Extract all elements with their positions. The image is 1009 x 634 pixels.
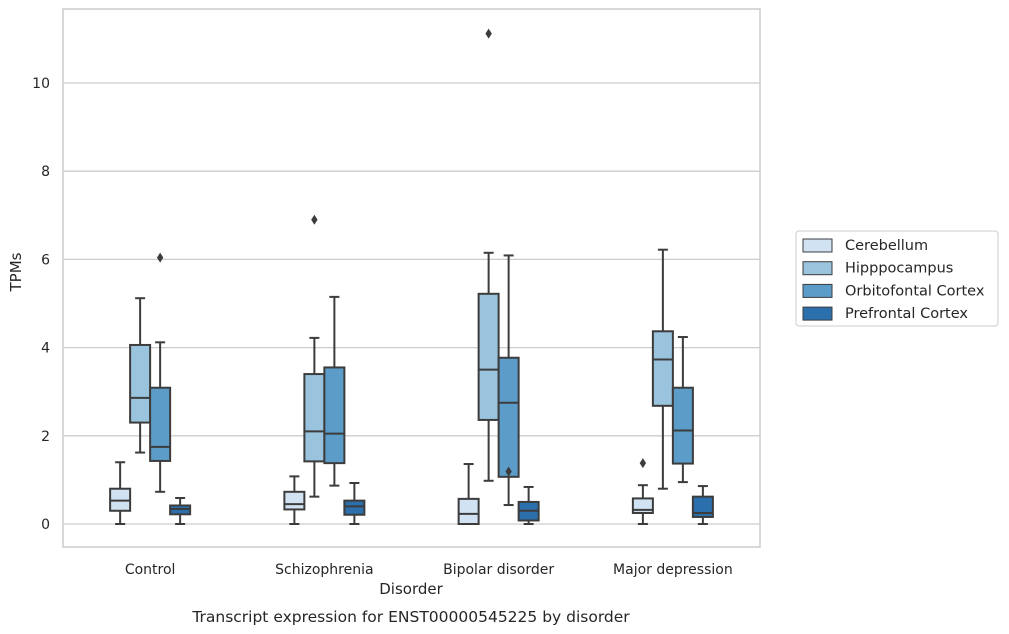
box-prefrontal-cortex [517, 485, 540, 525]
legend-label: Prefrontal Cortex [845, 306, 968, 322]
y-tick-labels: 0 2 4 6 8 10 [32, 76, 50, 533]
box-body [323, 366, 346, 465]
box-body [149, 386, 172, 462]
box-orbitofontal-cortex [149, 252, 172, 493]
box-hipppocampus [303, 214, 326, 498]
y-tick-label: 8 [41, 164, 50, 180]
box-body [303, 373, 326, 463]
box-orbitofontal-cortex [323, 295, 346, 487]
legend-swatch [802, 283, 833, 298]
box-body [671, 386, 694, 465]
box-body [343, 499, 366, 516]
box-hipppocampus [477, 28, 500, 482]
x-tick-label: Bipolar disorder [443, 562, 554, 578]
box-body [477, 292, 500, 421]
legend-swatch [802, 261, 833, 276]
y-tick-label: 4 [41, 341, 50, 357]
box-cerebellum [109, 461, 132, 525]
box-cerebellum [283, 475, 306, 525]
legend-swatch [802, 306, 833, 321]
x-tick-label: Control [125, 562, 176, 578]
legend: Cerebellum Hipppocampus Orbitofontal Corte… [795, 230, 999, 327]
box-body [651, 330, 674, 407]
box-hipppocampus [129, 297, 152, 454]
legend-frame [795, 230, 999, 327]
box-prefrontal-cortex [169, 496, 192, 525]
y-tick-label: 2 [41, 429, 50, 445]
legend-swatch [802, 238, 833, 253]
outlier-point [639, 458, 647, 469]
box-body [129, 343, 152, 424]
x-tick-labels: Control Schizophrenia Bipolar disorder Majo… [125, 562, 733, 578]
x-tick-label: Major depression [613, 562, 733, 578]
box-orbitofontal-cortex [671, 336, 694, 484]
box-prefrontal-cortex [343, 481, 366, 525]
box-body [497, 356, 520, 478]
y-tick-label: 6 [41, 252, 50, 268]
legend-label: Orbitofontal Cortex [845, 283, 985, 299]
box-cerebellum [457, 463, 480, 526]
plot-frame [62, 8, 761, 548]
box-hipppocampus [651, 248, 674, 490]
box-body [457, 497, 480, 526]
x-axis-title: Disorder [379, 580, 443, 598]
legend-label: Cerebellum [845, 238, 928, 254]
outlier-point [485, 28, 492, 39]
box-cerebellum [631, 458, 654, 525]
outlier-point [311, 214, 318, 225]
x-tick-label: Schizophrenia [275, 562, 373, 578]
y-tick-label: 10 [32, 76, 50, 92]
plot-marks [109, 28, 714, 526]
chart-caption: Transcript expression for ENST0000054522… [191, 608, 630, 626]
y-axis-title: TPMs [7, 252, 25, 292]
outlier-point [156, 252, 164, 263]
outlier-point [505, 466, 512, 477]
legend-label: Hipppocampus [845, 261, 953, 277]
box-body [691, 495, 714, 518]
y-tick-label: 0 [41, 517, 50, 533]
box-orbitofontal-cortex [497, 254, 520, 507]
box-body [283, 490, 306, 511]
box-prefrontal-cortex [691, 485, 714, 525]
